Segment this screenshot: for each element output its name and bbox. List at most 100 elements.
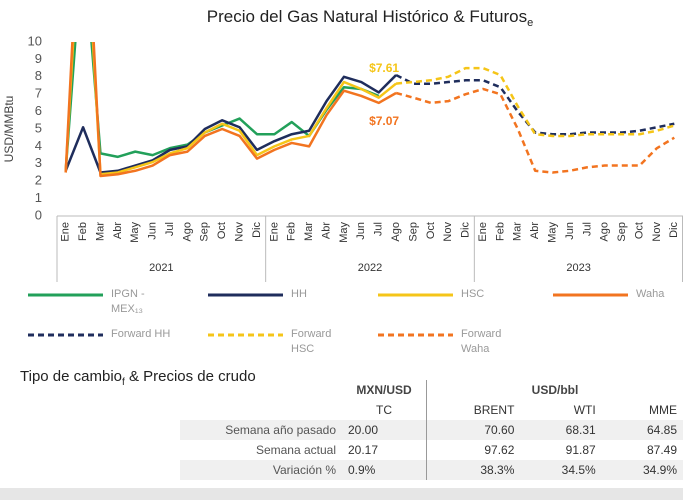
x-tick-label: Mar <box>94 222 106 241</box>
group-header: USD/bbl <box>531 383 579 397</box>
title-subscript: e <box>527 17 533 29</box>
x-tick-label: Jul <box>581 222 593 236</box>
x-tick-label: Nov <box>233 222 245 242</box>
legend-item: Forward Waha <box>378 327 553 357</box>
x-tick-label: Abr <box>320 222 332 239</box>
series-line <box>395 73 675 136</box>
year-label: 2021 <box>149 262 173 274</box>
legend-swatch <box>208 333 283 337</box>
row-label: Semana actual <box>255 443 336 457</box>
year-label: 2022 <box>358 262 382 274</box>
table-cell: 38.3% <box>480 463 515 477</box>
x-tick-label: Jul <box>164 222 176 236</box>
column-header: BRENT <box>473 403 515 417</box>
x-tick-label: Ago <box>181 222 193 242</box>
x-tick-label: Feb <box>494 222 506 241</box>
legend-swatch <box>378 293 453 297</box>
series-line <box>64 42 397 178</box>
table-title: Tipo de cambiof & Precios de crudo <box>20 368 256 388</box>
x-tick-label: Nov <box>442 222 454 242</box>
x-tick-label: Ene <box>60 222 72 242</box>
x-tick-label: Jun <box>147 222 159 240</box>
empty-cell <box>180 400 342 420</box>
column-header: MME <box>649 403 677 417</box>
table-cell: 0.9% <box>342 460 427 480</box>
table-row: Variación % 0.9% 38.3% 34.5% 34.9% <box>180 460 683 480</box>
legend-label: IPGN - MEX₁₃ <box>111 288 145 315</box>
column-header: TC <box>342 400 427 420</box>
legend-swatch <box>378 333 453 337</box>
table-cell: 91.87 <box>565 443 596 457</box>
legend-item: HSC <box>378 287 553 317</box>
table-cell: 34.9% <box>642 463 677 477</box>
y-tick-label: 2 <box>35 173 42 188</box>
y-tick-label: 5 <box>35 120 42 135</box>
table-cell: 68.31 <box>565 423 596 437</box>
x-tick-label: Ago <box>390 222 402 242</box>
y-tick-label: 7 <box>35 86 42 101</box>
x-tick-label: Mar <box>512 222 524 241</box>
x-tick-label: Dic <box>668 222 680 238</box>
series-line <box>64 74 397 174</box>
table-cell: 20.17 <box>342 440 427 460</box>
table-title-rest: & Precios de crudo <box>124 368 256 385</box>
series-line <box>64 42 397 176</box>
x-tick-label: Oct <box>633 222 645 239</box>
x-tick-label: Oct <box>216 222 228 239</box>
x-tick-label: Ago <box>599 222 611 242</box>
x-tick-label: Feb <box>77 222 89 241</box>
column-header: WTI <box>573 403 596 417</box>
row-label: Semana año pasado <box>225 423 336 437</box>
row-label: Variación % <box>272 463 336 477</box>
y-tick-label: 4 <box>35 138 42 153</box>
table-row: MXN/USD USD/bbl <box>180 380 683 400</box>
x-tick-label: May <box>338 222 350 243</box>
y-tick-label: 3 <box>35 155 42 170</box>
legend-label: Forward Waha <box>461 328 502 355</box>
value-label: $7.61 <box>369 61 399 75</box>
table-title-text: Tipo de cambio <box>20 368 122 385</box>
legend-swatch <box>28 293 103 297</box>
legend-swatch <box>553 293 628 297</box>
x-tick-label: May <box>546 222 558 243</box>
x-tick-label: Oct <box>425 222 437 239</box>
y-tick-label: 10 <box>28 33 42 48</box>
table: MXN/USD USD/bbl TC BRENT WTI MME Semana año pa… <box>180 380 683 480</box>
legend-label: Forward HH <box>111 328 171 340</box>
legend: IPGN - MEX₁₃ HH HSC Waha Forward HH Forward H… <box>28 287 678 357</box>
x-tick-label: May <box>129 222 141 243</box>
value-label: $7.07 <box>369 114 399 128</box>
legend-swatch <box>28 333 103 337</box>
empty-cell <box>180 380 342 400</box>
y-tick-label: 6 <box>35 103 42 118</box>
chart-title: Precio del Gas Natural Histórico & Futur… <box>207 7 533 28</box>
y-tick-label: 8 <box>35 68 42 83</box>
x-tick-label: Jun <box>564 222 576 240</box>
table-title-subscript: f <box>122 377 125 388</box>
x-tick-label: Ene <box>268 222 280 242</box>
group-header: MXN/USD <box>342 380 427 400</box>
legend-label: HSC <box>461 288 485 300</box>
table-row: Semana actual 20.17 97.62 91.87 87.49 <box>180 440 683 460</box>
legend-label: Forward HSC <box>291 328 332 355</box>
legend-swatch <box>208 293 283 297</box>
x-tick-label: Sep <box>616 222 628 242</box>
legend-item: Forward HH <box>28 327 208 357</box>
legend-label: Waha <box>636 288 665 300</box>
x-tick-label: Mar <box>303 222 315 241</box>
x-tick-label: Jul <box>373 222 385 236</box>
x-tick-label: Sep <box>199 222 211 242</box>
x-tick-label: Abr <box>529 222 541 239</box>
x-tick-label: Dic <box>251 222 263 238</box>
legend-item: IPGN - MEX₁₃ <box>28 287 208 317</box>
table-cell: 70.60 <box>484 423 515 437</box>
x-tick-label: Jun <box>355 222 367 240</box>
legend-item: Waha <box>553 287 678 317</box>
year-label: 2023 <box>566 262 590 274</box>
table-cell: 87.49 <box>646 443 677 457</box>
table-cell: 34.5% <box>561 463 596 477</box>
y-axis-label: USD/MMBtu <box>2 96 16 163</box>
legend-item: HH <box>208 287 378 317</box>
table-row: TC BRENT WTI MME <box>180 400 683 420</box>
legend-label: HH <box>291 288 307 300</box>
